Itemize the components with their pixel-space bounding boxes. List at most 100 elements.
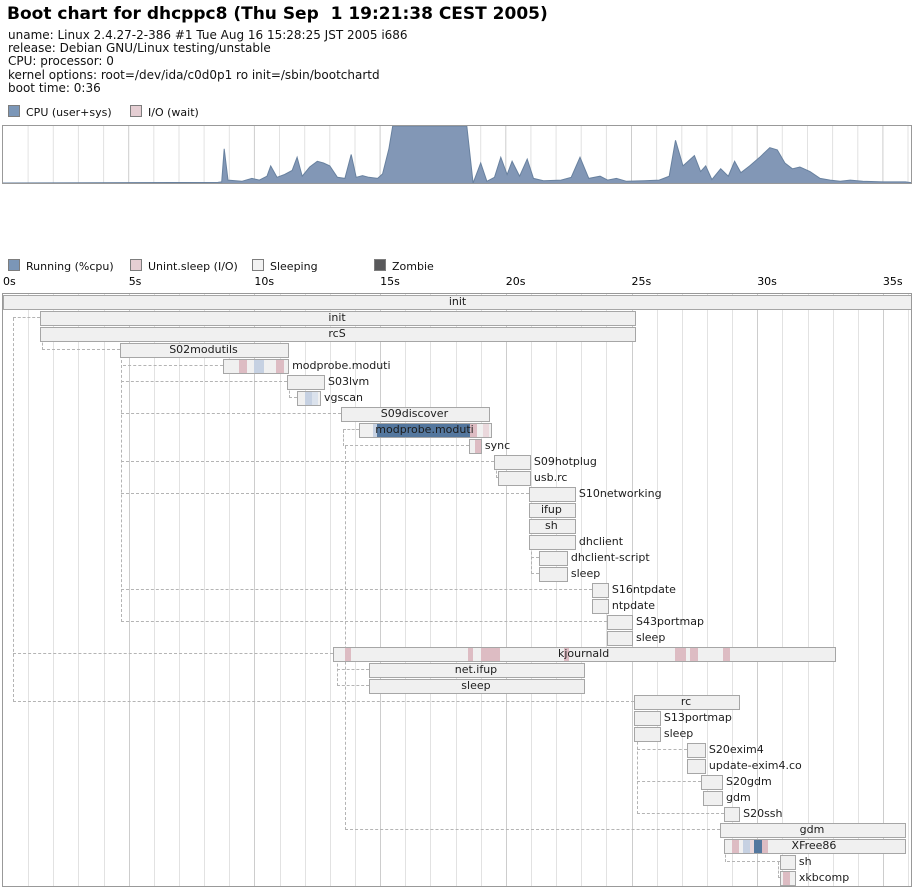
gridline	[229, 294, 231, 886]
legend-swatch	[130, 105, 142, 117]
bar-segment	[276, 360, 284, 373]
tree-connector-horizontal	[344, 445, 470, 446]
process-bar	[724, 839, 906, 854]
process-bar	[592, 599, 609, 614]
tree-connector-vertical	[636, 702, 638, 814]
gridline	[556, 294, 558, 886]
gridline	[505, 294, 507, 886]
gridline	[757, 294, 759, 886]
tree-connector-horizontal	[337, 685, 370, 686]
gridline	[782, 294, 784, 886]
process-label: kjournald	[557, 647, 610, 660]
bar-segment	[377, 424, 471, 437]
legend-swatch	[8, 259, 20, 271]
tree-connector-horizontal	[120, 413, 341, 414]
time-tick-label: 20s	[505, 275, 526, 288]
tree-connector-horizontal	[120, 381, 288, 382]
process-label: sh	[798, 855, 812, 868]
process-label: S09discover	[380, 407, 449, 420]
tree-connector-horizontal	[120, 461, 494, 462]
process-label: rc	[680, 695, 692, 708]
bar-segment	[480, 648, 500, 661]
process-label: S10networking	[578, 487, 662, 500]
tree-connector-horizontal	[530, 557, 539, 558]
process-label: sleep	[636, 631, 666, 644]
legend-item: Running (%cpu)	[8, 259, 130, 273]
process-bar	[528, 503, 576, 518]
process-label: S16ntpdate	[611, 583, 676, 596]
tree-connector-horizontal	[344, 829, 720, 830]
process-bar	[3, 295, 911, 310]
process-bar	[702, 791, 723, 806]
process-label: sync	[484, 439, 511, 452]
bar-segment	[722, 648, 730, 661]
process-label: S20ssh	[743, 807, 783, 820]
legend-label: Sleeping	[270, 260, 318, 273]
gridline	[254, 294, 256, 886]
process-bar	[287, 375, 326, 390]
system-info-line: CPU: processor: 0	[8, 54, 114, 69]
tree-connector-horizontal	[636, 813, 724, 814]
process-bar	[606, 631, 633, 646]
tree-connector-horizontal	[496, 477, 498, 478]
tree-connector-vertical	[337, 654, 339, 686]
system-info-line: boot time: 0:36	[8, 80, 101, 95]
process-label: dhclient	[578, 535, 624, 548]
time-tick-label: 10s	[254, 275, 275, 288]
process-label: S20exim4	[708, 743, 764, 756]
gridline	[329, 294, 331, 886]
gridline	[430, 294, 432, 886]
bar-segment	[750, 840, 755, 853]
gridline	[857, 294, 859, 886]
process-label: rcS	[328, 327, 346, 340]
process-label: S09hotplug	[533, 455, 597, 468]
tree-connector-vertical	[725, 846, 726, 862]
bar-segment	[743, 840, 751, 853]
gridline	[405, 294, 407, 886]
process-bar	[720, 823, 906, 838]
bar-segment	[563, 648, 569, 661]
process-bar	[333, 647, 837, 662]
gridline	[279, 294, 281, 886]
bar-segment	[468, 648, 474, 661]
cpu-area-fill	[3, 126, 913, 183]
gridline	[78, 294, 80, 886]
process-bar	[494, 455, 531, 470]
tree-connector-horizontal	[727, 861, 780, 862]
process-bar	[592, 583, 609, 598]
cpu-chart-legend: CPU (user+sys) I/O (wait)	[8, 105, 252, 119]
tree-connector-horizontal	[120, 621, 607, 622]
process-label: sleep	[461, 679, 491, 692]
time-tick-label: 35s	[882, 275, 903, 288]
process-label: ntpdate	[611, 599, 655, 612]
process-label: gdm	[799, 823, 825, 836]
gridline	[103, 294, 105, 886]
process-bar	[369, 663, 585, 678]
process-bar	[528, 519, 576, 534]
process-bar	[634, 695, 741, 710]
process-label: modprobe.moduti	[375, 423, 474, 436]
gridline	[304, 294, 306, 886]
tree-connector-horizontal	[120, 589, 592, 590]
gridline	[153, 294, 155, 886]
bar-segment	[373, 424, 378, 437]
system-info-line: release: Debian GNU/Linux testing/unstab…	[8, 41, 271, 56]
tree-connector-vertical	[342, 430, 344, 446]
tree-connector-vertical	[778, 862, 780, 878]
time-tick-label: 5s	[128, 275, 142, 288]
tree-connector-horizontal	[636, 781, 701, 782]
gridline	[179, 294, 180, 886]
bar-segment	[311, 392, 318, 405]
process-bar	[359, 423, 492, 438]
process-bar	[528, 487, 576, 502]
legend-label: Running (%cpu)	[26, 260, 114, 273]
gridline	[530, 294, 532, 886]
process-bar	[498, 471, 531, 486]
process-label: sleep	[663, 727, 694, 740]
legend-swatch	[8, 105, 20, 117]
legend-swatch	[374, 259, 386, 271]
process-bar	[340, 407, 490, 422]
bar-segment	[732, 840, 739, 853]
process-bar	[469, 439, 482, 454]
